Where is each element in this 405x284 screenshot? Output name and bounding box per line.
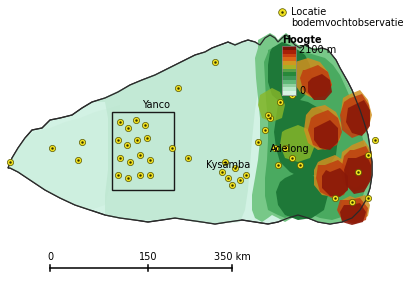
Text: Yanco: Yanco — [142, 100, 170, 110]
Polygon shape — [299, 65, 331, 98]
Polygon shape — [340, 146, 371, 192]
Polygon shape — [343, 154, 370, 194]
Polygon shape — [252, 33, 371, 224]
Bar — [281, 46, 295, 50]
Bar — [281, 87, 295, 92]
Text: 0: 0 — [298, 86, 305, 96]
Bar — [281, 54, 295, 58]
Polygon shape — [263, 46, 367, 220]
Polygon shape — [275, 172, 327, 220]
Text: Kysamba: Kysamba — [205, 160, 249, 170]
Text: 350 km: 350 km — [213, 252, 250, 262]
Text: 0: 0 — [47, 252, 53, 262]
Polygon shape — [313, 155, 349, 197]
Bar — [281, 61, 295, 65]
Bar — [281, 72, 295, 77]
Polygon shape — [340, 90, 371, 135]
Polygon shape — [273, 98, 337, 178]
Polygon shape — [339, 140, 371, 188]
Polygon shape — [257, 88, 284, 122]
Bar — [281, 57, 295, 62]
Polygon shape — [313, 120, 337, 150]
Text: 2100 m: 2100 m — [298, 45, 335, 55]
Polygon shape — [336, 198, 367, 224]
Polygon shape — [315, 160, 349, 198]
Bar — [112, 112, 174, 190]
Polygon shape — [95, 42, 259, 224]
Polygon shape — [307, 110, 341, 150]
Polygon shape — [8, 105, 120, 210]
Bar — [281, 76, 295, 80]
Polygon shape — [307, 74, 331, 100]
Polygon shape — [279, 125, 314, 162]
Text: bodemvochtobservatie: bodemvochtobservatie — [290, 18, 403, 28]
Polygon shape — [267, 42, 311, 105]
Bar — [281, 84, 295, 88]
Text: Hoogte: Hoogte — [281, 35, 321, 45]
Text: Locatie: Locatie — [290, 7, 326, 17]
Polygon shape — [291, 58, 331, 98]
Polygon shape — [8, 35, 371, 224]
Polygon shape — [345, 100, 369, 136]
Text: 150: 150 — [139, 252, 157, 262]
Bar — [281, 80, 295, 84]
Bar — [281, 65, 295, 69]
Bar — [281, 91, 295, 95]
Polygon shape — [303, 105, 341, 150]
Polygon shape — [339, 195, 369, 222]
Polygon shape — [339, 94, 369, 138]
Text: Adelong: Adelong — [269, 144, 309, 154]
Polygon shape — [321, 168, 347, 197]
Bar — [281, 69, 295, 73]
Bar — [281, 46, 295, 95]
Bar — [281, 50, 295, 54]
Polygon shape — [339, 203, 365, 225]
